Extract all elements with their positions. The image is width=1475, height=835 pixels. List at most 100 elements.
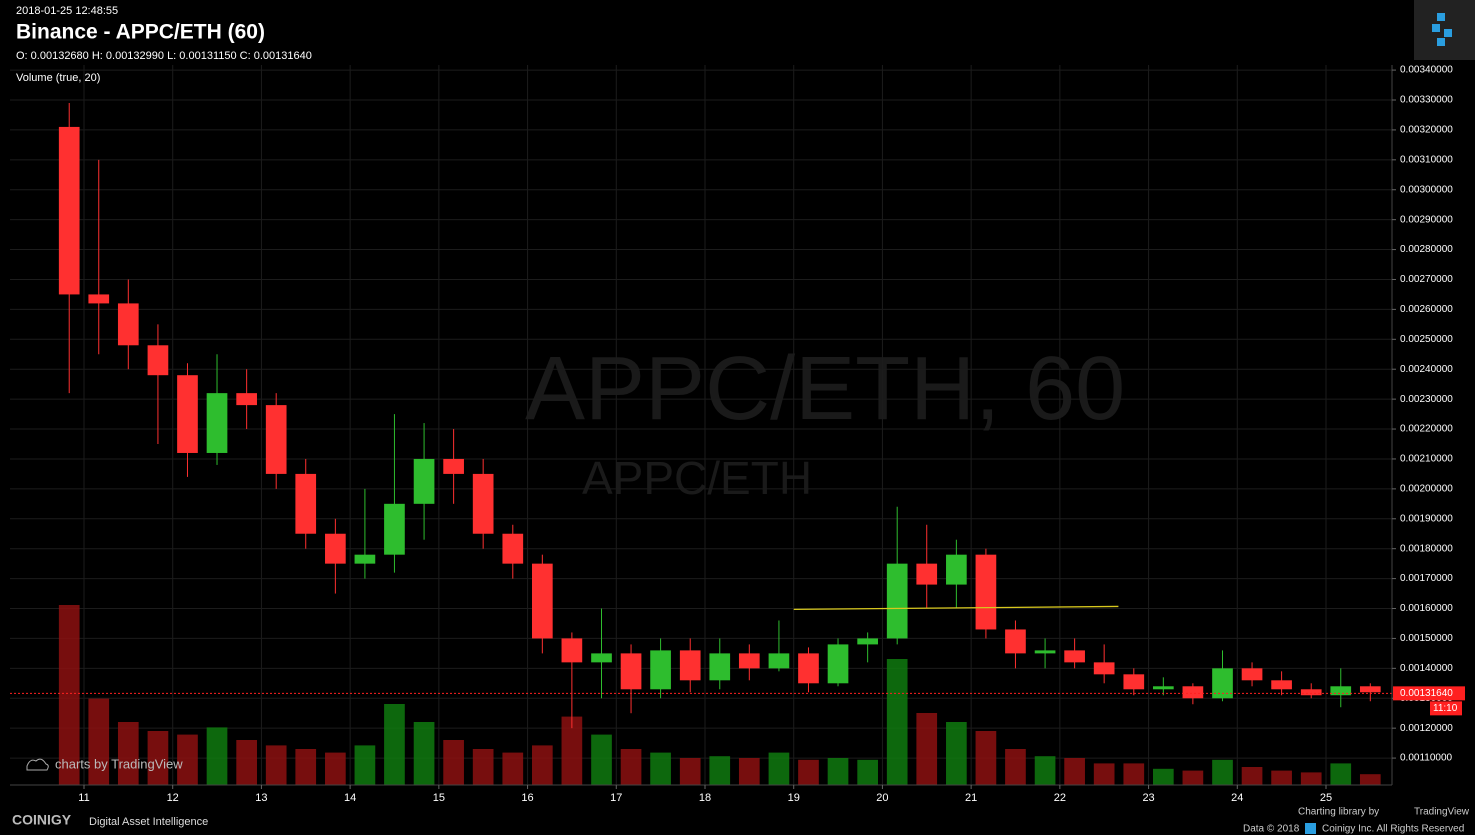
volume-bar bbox=[354, 745, 376, 785]
candle-body bbox=[236, 393, 257, 406]
volume-bar bbox=[650, 752, 671, 785]
y-tick-label: 0.00190000 bbox=[1400, 513, 1453, 524]
y-tick-label: 0.00230000 bbox=[1400, 394, 1453, 405]
candle-body bbox=[502, 533, 524, 564]
candle-body bbox=[886, 563, 908, 639]
x-tick-label: 12 bbox=[167, 792, 179, 804]
y-tick-label: 0.00140000 bbox=[1400, 663, 1453, 674]
volume-bar bbox=[384, 704, 405, 785]
candle-body bbox=[88, 294, 110, 304]
logo-square bbox=[1444, 29, 1452, 37]
candle-body bbox=[679, 650, 701, 681]
x-tick-label: 14 bbox=[344, 792, 356, 804]
candle-body bbox=[531, 563, 553, 639]
volume-bar bbox=[117, 722, 139, 785]
volume-bar bbox=[709, 756, 731, 785]
candle-body bbox=[1123, 674, 1145, 690]
x-tick-label: 16 bbox=[521, 792, 533, 804]
trendline bbox=[793, 605, 1119, 611]
volume-bar bbox=[1241, 767, 1263, 785]
candle-body bbox=[561, 638, 583, 663]
candle-body bbox=[147, 345, 169, 376]
countdown: 11:10 bbox=[1433, 703, 1458, 714]
y-tick-label: 0.00270000 bbox=[1400, 274, 1453, 285]
volume-bar bbox=[88, 698, 110, 785]
candle-body bbox=[1034, 650, 1056, 654]
candle-body bbox=[325, 533, 346, 564]
candle-body bbox=[117, 303, 139, 346]
candle-body bbox=[265, 405, 287, 474]
tv-badge[interactable]: charts by TradingView bbox=[55, 756, 183, 771]
volume-bar bbox=[1359, 774, 1381, 785]
x-tick-label: 18 bbox=[699, 792, 711, 804]
volume-bar bbox=[58, 605, 80, 785]
volume-bar bbox=[472, 749, 494, 785]
volume-bar bbox=[946, 722, 967, 785]
volume-bar bbox=[975, 731, 997, 785]
volume-bar bbox=[1330, 763, 1352, 785]
volume-bar bbox=[1093, 763, 1115, 785]
candle-body bbox=[177, 375, 198, 453]
candle-body bbox=[798, 653, 819, 684]
candle-body bbox=[1300, 689, 1322, 696]
volume-bar bbox=[857, 759, 878, 785]
y-tick-label: 0.00300000 bbox=[1400, 184, 1453, 195]
candle-body bbox=[1182, 686, 1204, 699]
volume-bar bbox=[1123, 763, 1145, 785]
rights: Coinigy Inc. All Rights Reserved bbox=[1322, 824, 1464, 835]
x-tick-label: 25 bbox=[1320, 792, 1332, 804]
x-tick-label: 23 bbox=[1142, 792, 1154, 804]
candle-body bbox=[827, 644, 849, 684]
y-tick-label: 0.00110000 bbox=[1400, 753, 1453, 764]
data-copyright: Data © 2018 bbox=[1243, 824, 1300, 835]
logo-square bbox=[1437, 38, 1445, 46]
title: Binance - APPC/ETH (60) bbox=[16, 21, 265, 44]
tradingview: TradingView bbox=[1414, 807, 1470, 818]
y-tick-label: 0.00240000 bbox=[1400, 364, 1453, 375]
candle-body bbox=[650, 650, 671, 690]
volume-bar bbox=[1182, 770, 1204, 785]
volume-bar bbox=[561, 716, 583, 785]
last-price-tag bbox=[1393, 686, 1465, 701]
watermark-sub: APPC/ETH bbox=[582, 452, 812, 504]
candle-body bbox=[857, 638, 878, 645]
candle-body bbox=[1271, 680, 1292, 690]
volume-bar bbox=[177, 734, 198, 785]
candle-body bbox=[443, 458, 464, 474]
y-tick-label: 0.00310000 bbox=[1400, 154, 1453, 165]
candle-body bbox=[295, 473, 317, 534]
candle-body bbox=[768, 653, 790, 669]
volume-bar bbox=[1271, 770, 1292, 785]
volume-bar bbox=[236, 740, 257, 785]
volume-bar bbox=[620, 749, 642, 785]
volume-bar bbox=[1300, 772, 1322, 785]
volume-bar bbox=[295, 749, 317, 785]
y-tick-label: 0.00290000 bbox=[1400, 214, 1453, 225]
candle-body bbox=[206, 393, 228, 453]
logo bbox=[1414, 0, 1475, 60]
x-tick-label: 19 bbox=[788, 792, 800, 804]
candle-body bbox=[946, 554, 967, 585]
volume-bar bbox=[531, 745, 553, 785]
x-tick-label: 11 bbox=[78, 792, 89, 804]
volume-bar bbox=[1034, 756, 1056, 785]
volume-bar bbox=[768, 752, 790, 785]
x-tick-label: 13 bbox=[255, 792, 267, 804]
volume-bar bbox=[886, 659, 908, 785]
x-tick-label: 21 bbox=[965, 792, 977, 804]
y-tick-label: 0.00260000 bbox=[1400, 304, 1453, 315]
y-tick-label: 0.00150000 bbox=[1400, 633, 1453, 644]
ohlc: O: 0.00132680 H: 0.00132990 L: 0.0013115… bbox=[16, 50, 312, 62]
candle-body bbox=[1330, 686, 1352, 696]
candle-body bbox=[58, 126, 80, 295]
candle-body bbox=[1064, 650, 1085, 663]
volume-bar bbox=[679, 758, 701, 785]
candle-body bbox=[591, 653, 612, 663]
x-tick-label: 17 bbox=[610, 792, 622, 804]
x-tick-label: 22 bbox=[1054, 792, 1066, 804]
logo-square bbox=[1437, 13, 1445, 21]
last-price-label: 0.00131640 bbox=[1400, 688, 1453, 699]
x-tick-label: 15 bbox=[433, 792, 445, 804]
candle-body bbox=[1152, 686, 1174, 690]
candle-body bbox=[354, 554, 376, 564]
